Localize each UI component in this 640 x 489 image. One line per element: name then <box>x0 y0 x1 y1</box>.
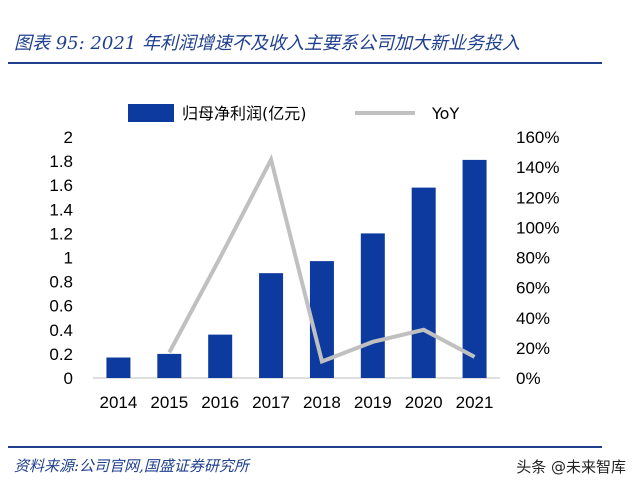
legend-line-label: YoY <box>431 104 459 123</box>
x-tick-label: 2019 <box>354 393 392 412</box>
legend-bar-label: 归母净利润(亿元) <box>182 104 307 123</box>
right-tick-label: 40% <box>516 309 550 328</box>
x-tick-label: 2015 <box>150 393 188 412</box>
x-tick-label: 2020 <box>405 393 443 412</box>
watermark: 头条 @未来智库 <box>516 458 626 476</box>
right-axis-ticks: 0% 20% 40% 60% 80% 100% 120% 140% 160% <box>516 128 559 388</box>
bar-2020 <box>411 187 436 378</box>
left-axis-ticks: 0 0.2 0.4 0.6 0.8 1 1.2 1.4 1.6 1.8 2 <box>49 128 73 388</box>
bar-2019 <box>360 233 385 378</box>
bar-2015 <box>157 353 182 378</box>
x-tick-label: 2018 <box>303 393 341 412</box>
left-tick-label: 1 <box>64 249 73 268</box>
x-tick-label: 2017 <box>252 393 290 412</box>
left-tick-label: 1.4 <box>49 200 73 219</box>
legend: 归母净利润(亿元) YoY <box>128 104 459 123</box>
left-tick-label: 0.6 <box>49 297 73 316</box>
source-note: 资料来源:公司官网,国盛证券研究所 <box>14 457 249 475</box>
x-tick-label: 2016 <box>201 393 239 412</box>
right-tick-label: 160% <box>516 128 559 147</box>
title-rule <box>8 62 602 64</box>
right-tick-label: 100% <box>516 218 559 237</box>
footer-rule <box>8 446 602 448</box>
left-tick-label: 1.2 <box>49 224 73 243</box>
legend-bar-swatch <box>128 104 174 122</box>
left-tick-label: 0 <box>64 369 73 388</box>
right-tick-label: 120% <box>516 188 559 207</box>
left-tick-label: 1.6 <box>49 176 73 195</box>
bar-2017 <box>259 273 284 378</box>
left-tick-label: 0.2 <box>49 345 73 364</box>
yoy-series <box>167 154 476 365</box>
bar-2016 <box>208 334 233 378</box>
x-tick-label: 2014 <box>100 393 138 412</box>
bar-2021 <box>462 159 487 378</box>
right-tick-label: 80% <box>516 249 550 268</box>
left-tick-label: 1.8 <box>49 152 73 171</box>
right-tick-label: 0% <box>516 369 541 388</box>
right-tick-label: 20% <box>516 339 550 358</box>
chart-title: 图表 95: 2021 年利润增速不及收入主要系公司加大新业务投入 <box>14 33 520 54</box>
x-axis-labels: 2014 2015 2016 2017 2018 2019 2020 2021 <box>100 393 494 412</box>
bar-2014 <box>106 357 131 378</box>
left-tick-label: 0.8 <box>49 273 73 292</box>
right-tick-label: 60% <box>516 279 550 298</box>
left-tick-label: 2 <box>64 128 73 147</box>
left-tick-label: 0.4 <box>49 321 73 340</box>
x-tick-label: 2021 <box>456 393 494 412</box>
bar-series <box>106 159 487 378</box>
right-tick-label: 140% <box>516 158 559 177</box>
